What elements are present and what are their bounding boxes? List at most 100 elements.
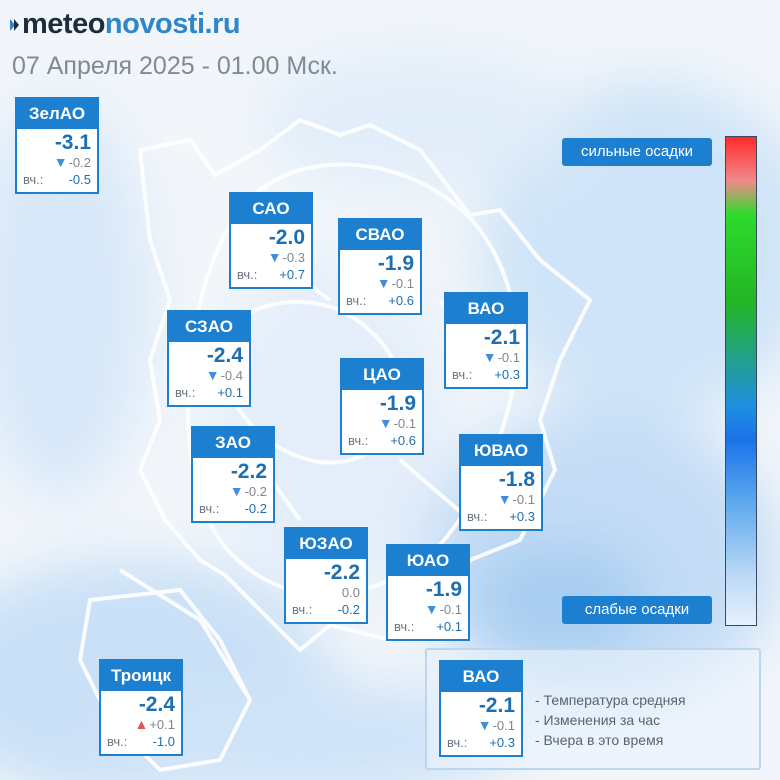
district-card-vao: ВАО -2.1 ▼-0.1 вч.: +0.3: [444, 292, 528, 389]
yesterday-row: вч.: -0.5: [17, 170, 97, 192]
district-name: ВАО: [446, 294, 526, 324]
change-value: -0.4: [220, 368, 243, 383]
district-card-yuvao: ЮВАО -1.8 ▼-0.1 вч.: +0.3: [459, 434, 543, 531]
district-temp: -2.0: [268, 226, 305, 249]
yesterday-row: вч.: +0.7: [231, 265, 311, 287]
yesterday-label: вч.:: [452, 367, 473, 382]
arrow-down-icon: ▼: [497, 491, 512, 507]
district-name: ЮВАО: [461, 436, 541, 466]
hourly-change: ▼-0.2: [17, 154, 97, 171]
arrow-down-icon: ▼: [53, 154, 68, 170]
district-name: ВАО: [441, 662, 521, 692]
district-name: ЦАО: [342, 360, 422, 390]
logo-mark-icon: [10, 19, 19, 31]
yesterday-value: +0.1: [217, 385, 243, 400]
district-temp: -3.1: [54, 131, 91, 154]
yesterday-value: +0.6: [390, 433, 416, 448]
yesterday-row: вч.: +0.6: [342, 431, 422, 453]
district-temp: -2.1: [478, 694, 515, 717]
legend-line-yesterday: - Вчера в это время: [535, 732, 664, 748]
change-value: -0.2: [68, 155, 91, 170]
change-value: -0.1: [391, 276, 414, 291]
yesterday-value: -0.2: [337, 602, 360, 617]
district-name: СЗАО: [169, 312, 249, 342]
arrow-down-icon: ▼: [376, 275, 391, 291]
yesterday-value: +0.3: [494, 367, 520, 382]
hourly-change: ▼-0.1: [340, 275, 420, 292]
arrow-down-icon: ▼: [477, 717, 492, 733]
yesterday-label: вч.:: [107, 734, 128, 749]
arrow-down-icon: ▼: [378, 415, 393, 431]
yesterday-row: вч.: +0.6: [340, 291, 420, 313]
district-name: СВАО: [340, 220, 420, 250]
district-temp: -2.4: [206, 344, 243, 367]
arrow-down-icon: ▼: [424, 601, 439, 617]
hourly-change: 0.0: [286, 585, 366, 600]
yesterday-value: -0.2: [244, 501, 267, 516]
change-value: -0.1: [497, 350, 520, 365]
site-logo[interactable]: meteonovosti.ru: [10, 8, 241, 41]
hourly-change: ▼-0.3: [231, 250, 311, 266]
change-value: +0.1: [149, 717, 175, 732]
yesterday-value: -1.0: [152, 734, 175, 749]
arrow-down-icon: ▼: [229, 483, 244, 499]
hourly-change: ▼-0.1: [461, 491, 541, 508]
legend-sample-card: ВАО -2.1 ▼-0.1 вч.: +0.3: [439, 660, 523, 757]
legend-line-change: - Изменения за час: [535, 712, 661, 728]
change-value: -0.1: [439, 602, 462, 617]
yesterday-value: +0.3: [509, 509, 535, 524]
legend-descriptions: - Температура средняя - Изменения за час…: [535, 690, 686, 750]
yesterday-value: +0.7: [279, 267, 305, 282]
change-value: -0.1: [393, 416, 416, 431]
arrow-down-icon: ▼: [205, 367, 220, 383]
logo-text-novosti: novosti.ru: [104, 8, 241, 40]
yesterday-label: вч.:: [199, 501, 220, 516]
district-name: Троицк: [101, 661, 181, 691]
scale-label-heavy: сильные осадки: [562, 138, 712, 166]
district-name: ЮЗАО: [286, 529, 366, 559]
district-card-svao: СВАО -1.9 ▼-0.1 вч.: +0.6: [338, 218, 422, 315]
yesterday-row: вч.: -0.2: [193, 499, 273, 521]
change-value: 0.0: [341, 585, 360, 600]
yesterday-label: вч.:: [394, 619, 415, 634]
district-temp: -1.9: [425, 578, 462, 601]
change-value: -0.1: [492, 718, 515, 733]
yesterday-row: вч.: -0.2: [286, 600, 366, 622]
hourly-change: ▼-0.1: [388, 601, 468, 618]
hourly-change: ▼-0.1: [446, 349, 526, 366]
hourly-change: ▼-0.1: [342, 415, 422, 432]
yesterday-label: вч.:: [346, 293, 367, 308]
yesterday-row: вч.: +0.3: [446, 365, 526, 387]
yesterday-label: вч.:: [23, 172, 44, 187]
district-card-troitsk: Троицк -2.4 ▲+0.1 вч.: -1.0: [99, 659, 183, 756]
yesterday-value: +0.1: [436, 619, 462, 634]
district-temp: -1.9: [377, 252, 414, 275]
legend-box: ВАО -2.1 ▼-0.1 вч.: +0.3 - Температура ср…: [425, 648, 761, 770]
hourly-change: ▼-0.4: [169, 367, 249, 384]
change-value: -0.3: [282, 250, 305, 265]
district-name: ЮАО: [388, 546, 468, 576]
yesterday-label: вч.:: [175, 385, 196, 400]
legend-line-temperature: - Температура средняя: [535, 692, 686, 708]
change-value: -0.2: [244, 484, 267, 499]
yesterday-label: вч.:: [447, 735, 468, 750]
district-name: САО: [231, 194, 311, 224]
yesterday-label: вч.:: [467, 509, 488, 524]
district-card-szao: СЗАО -2.4 ▼-0.4 вч.: +0.1: [167, 310, 251, 407]
change-value: -0.1: [512, 492, 535, 507]
district-temp: -2.2: [323, 561, 360, 584]
district-card-zao: ЗАО -2.2 ▼-0.2 вч.: -0.2: [191, 426, 275, 523]
yesterday-row: вч.: -1.0: [101, 732, 181, 754]
district-card-yuao: ЮАО -1.9 ▼-0.1 вч.: +0.1: [386, 544, 470, 641]
yesterday-value: -0.5: [68, 172, 91, 187]
district-temp: -1.8: [498, 468, 535, 491]
arrow-down-icon: ▼: [482, 349, 497, 365]
district-temp: -2.4: [138, 693, 175, 716]
yesterday-label: вч.:: [348, 433, 369, 448]
district-card-cao: ЦАО -1.9 ▼-0.1 вч.: +0.6: [340, 358, 424, 455]
district-card-sao: САО -2.0 ▼-0.3 вч.: +0.7: [229, 192, 313, 289]
precipitation-scale-bar: [725, 136, 757, 626]
yesterday-row: вч.: +0.1: [388, 617, 468, 639]
district-temp: -1.9: [379, 392, 416, 415]
yesterday-row: вч.: +0.3: [461, 507, 541, 529]
